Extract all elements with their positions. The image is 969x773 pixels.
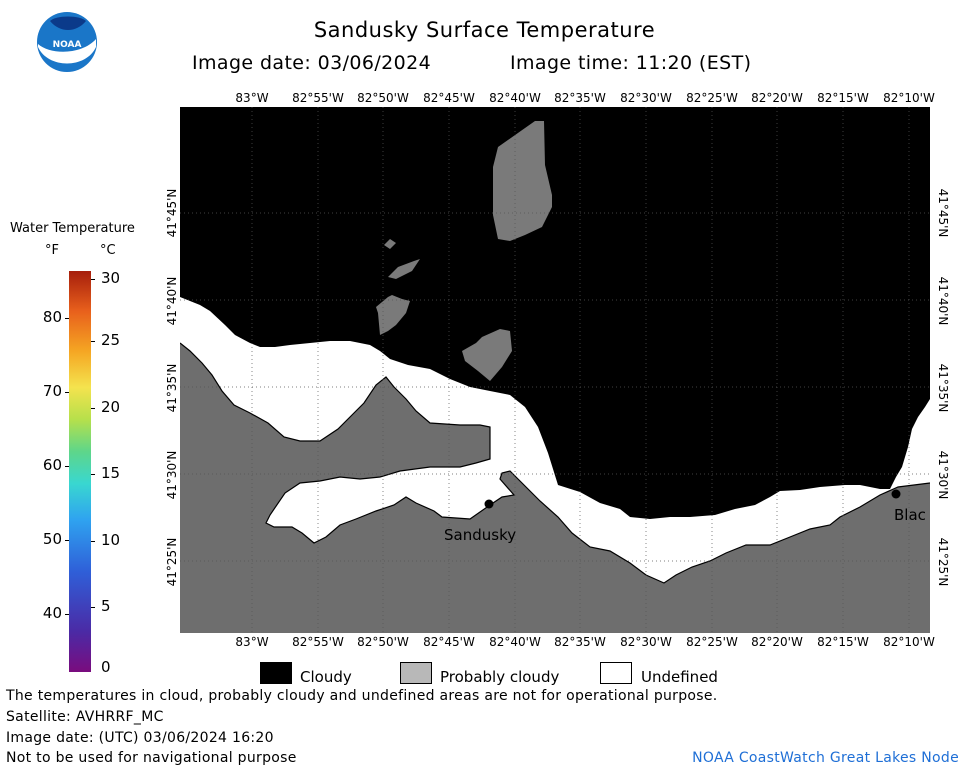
lon-tick-bottom: 83°W — [235, 635, 269, 649]
page-title: Sandusky Surface Temperature — [313, 18, 656, 42]
lon-tick-bottom: 82°55'W — [292, 635, 344, 649]
scale-c-label: 20 — [101, 398, 121, 416]
scale-c-label: 25 — [101, 331, 121, 349]
credit-text: NOAA CoastWatch Great Lakes Node — [692, 750, 959, 766]
land-area — [180, 343, 930, 633]
scale-c-label: 15 — [101, 464, 121, 482]
legend-swatch-probably-cloudy — [400, 662, 432, 684]
lon-tick-bottom: 82°10'W — [883, 635, 935, 649]
scale-c-label: 5 — [101, 597, 111, 615]
lon-tick-top: 82°25'W — [686, 91, 738, 105]
lon-tick-top: 83°W — [235, 91, 269, 105]
legend-swatch-cloudy — [260, 662, 292, 684]
legend-swatch-undefined — [600, 662, 632, 684]
disclaimer-text: The temperatures in cloud, probably clou… — [6, 688, 718, 704]
colorbar-tick — [91, 474, 95, 475]
legend-label-undefined: Undefined — [641, 668, 718, 686]
image-date: Image date: 03/06/2024 — [192, 52, 432, 74]
colorbar-tick — [65, 392, 69, 393]
lon-tick-top: 82°15'W — [817, 91, 869, 105]
noaa-logo-text: NOAA — [53, 40, 82, 50]
unit-fahrenheit: °F — [45, 243, 59, 258]
lat-tick-right: 41°30'N — [936, 450, 950, 500]
legend-title: Water Temperature — [10, 221, 135, 236]
lon-tick-top: 82°45'W — [423, 91, 475, 105]
lat-tick-right: 41°45'N — [936, 188, 950, 238]
scale-f-label: 50 — [42, 530, 62, 548]
lat-tick-right: 41°25'N — [936, 537, 950, 587]
scale-f-label: 40 — [42, 604, 62, 622]
scale-f-label: 70 — [42, 382, 62, 400]
lon-tick-bottom: 82°45'W — [423, 635, 475, 649]
lat-tick-left: 41°25'N — [165, 537, 179, 587]
colorbar-tick — [91, 279, 95, 280]
city-marker-sandusky — [484, 499, 494, 509]
scale-f-label: 80 — [42, 308, 62, 326]
colorbar-tick — [91, 341, 95, 342]
probably-cloudy-area — [493, 121, 552, 241]
lon-tick-bottom: 82°25'W — [686, 635, 738, 649]
graticule — [180, 107, 930, 633]
image-time: Image time: 11:20 (EST) — [510, 52, 752, 74]
lon-tick-top: 82°10'W — [883, 91, 935, 105]
lon-tick-bottom: 82°15'W — [817, 635, 869, 649]
lon-tick-bottom: 82°20'W — [751, 635, 803, 649]
navigation-warning: Not to be used for navigational purpose — [6, 750, 297, 766]
probably-cloudy-area — [462, 329, 512, 381]
city-label-blac: Blac — [894, 506, 926, 524]
probably-cloudy-area — [388, 259, 420, 279]
legend-label-cloudy: Cloudy — [300, 668, 352, 686]
probably-cloudy-area — [376, 295, 410, 335]
lat-tick-left: 41°40'N — [165, 276, 179, 326]
colorbar-tick — [65, 466, 69, 467]
noaa-logo: NOAA — [37, 12, 97, 72]
lon-tick-top: 82°35'W — [554, 91, 606, 105]
lon-tick-top: 82°50'W — [357, 91, 409, 105]
colorbar-tick — [65, 318, 69, 319]
lon-tick-bottom: 82°40'W — [489, 635, 541, 649]
utc-date-text: Image date: (UTC) 03/06/2024 16:20 — [6, 730, 274, 746]
unit-celsius: °C — [100, 243, 116, 258]
lat-tick-left: 41°45'N — [165, 188, 179, 238]
colorbar-tick — [65, 540, 69, 541]
lat-tick-right: 41°40'N — [936, 276, 950, 326]
colorbar-tick — [65, 614, 69, 615]
lon-tick-top: 82°30'W — [620, 91, 672, 105]
scale-c-label: 0 — [101, 658, 111, 676]
lon-tick-bottom: 82°30'W — [620, 635, 672, 649]
city-label-sandusky: Sandusky — [444, 526, 516, 544]
temperature-map: Sandusky Blac — [180, 107, 930, 633]
temperature-colorbar — [69, 271, 91, 672]
lon-tick-bottom: 82°50'W — [357, 635, 409, 649]
lon-tick-top: 82°40'W — [489, 91, 541, 105]
coastline — [180, 342, 930, 584]
colorbar-tick — [91, 541, 95, 542]
colorbar-tick — [91, 408, 95, 409]
lat-tick-left: 41°30'N — [165, 450, 179, 500]
city-marker-blac — [891, 489, 901, 499]
lat-tick-left: 41°35'N — [165, 363, 179, 413]
lon-tick-bottom: 82°35'W — [554, 635, 606, 649]
scale-f-label: 60 — [42, 456, 62, 474]
scale-c-label: 30 — [101, 269, 121, 287]
cloudy-area — [180, 107, 930, 519]
lat-tick-right: 41°35'N — [936, 363, 950, 413]
satellite-text: Satellite: AVHRRF_MC — [6, 709, 164, 725]
lon-tick-top: 82°20'W — [751, 91, 803, 105]
legend-label-probably-cloudy: Probably cloudy — [440, 668, 560, 686]
lon-tick-top: 82°55'W — [292, 91, 344, 105]
colorbar-tick — [91, 607, 95, 608]
probably-cloudy-area — [384, 239, 396, 249]
scale-c-label: 10 — [101, 531, 121, 549]
